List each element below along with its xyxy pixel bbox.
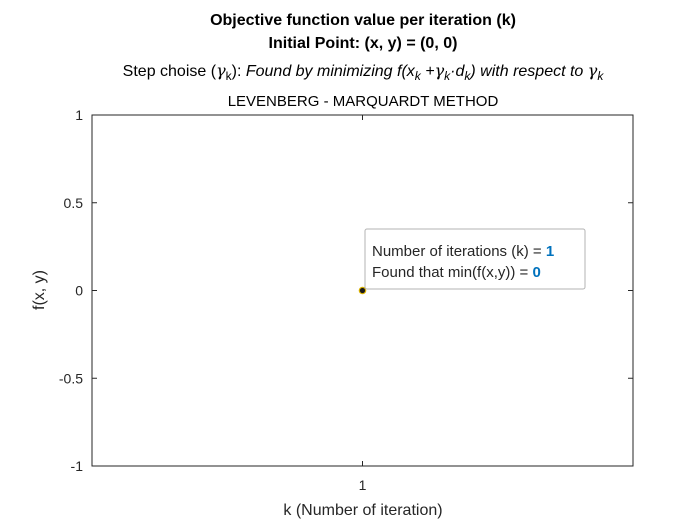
y-axis: 1 0.5 0 -0.5 -1 (59, 107, 633, 474)
datatip-line1: Number of iterations (k) = 1 (372, 243, 554, 260)
chart-title-line1: Objective function value per iteration (… (210, 12, 516, 29)
chart-title-line2: Initial Point: (x, y) = (0, 0) (269, 35, 458, 52)
x-axis-label: k (Number of iteration) (283, 502, 442, 519)
chart-title-line3: Step choise (γk): Found by minimizing f(… (123, 61, 605, 83)
x-axis: 1 (359, 115, 367, 493)
series-points (358, 286, 367, 295)
y-axis-label: f(x, y) (31, 270, 48, 310)
datatip-line2: Found that min(f(x,y)) = 0 (372, 264, 541, 281)
datatip[interactable]: Number of iterations (k) = 1 Found that … (364, 228, 586, 290)
chart-subtitle: LEVENBERG - MARQUARDT METHOD (228, 93, 499, 110)
datatip-box (364, 228, 586, 290)
y-tick-label: 0.5 (64, 195, 84, 211)
x-tick-label: 1 (359, 477, 367, 493)
y-tick-label: -0.5 (59, 370, 83, 386)
y-tick-label: 1 (75, 107, 83, 123)
data-point[interactable] (358, 286, 367, 295)
y-tick-label: 0 (75, 283, 83, 299)
y-tick-label: -1 (71, 458, 84, 474)
